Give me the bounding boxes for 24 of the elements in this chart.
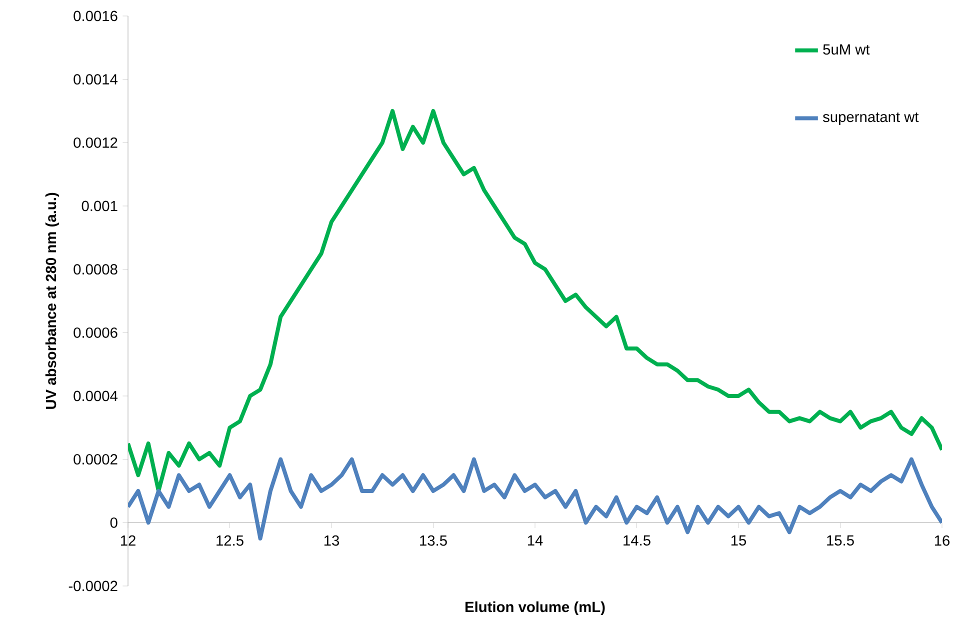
- y-tick-label: 0.0006: [74, 327, 118, 338]
- x-tick-label: 12: [120, 535, 136, 546]
- y-tick-label: 0.0016: [74, 10, 118, 22]
- y-tick-label: 0.0002: [74, 454, 118, 465]
- x-tick-label: 14.5: [624, 535, 650, 546]
- x-tick-label: 13.5: [420, 535, 447, 546]
- x-tick-label: 15: [731, 535, 746, 546]
- line-series: [128, 108, 942, 493]
- y-axis-title: UV absorbance at 280 nm (a.u.): [45, 192, 60, 409]
- y-tick-label: 0.001: [82, 200, 118, 212]
- y-tick-label: 0.0012: [74, 137, 118, 148]
- y-tick-label: -0.0002: [68, 580, 118, 592]
- x-tick-label: 15.5: [827, 535, 854, 546]
- x-tick-label: 12.5: [216, 535, 244, 546]
- legend-label: supernatant wt: [822, 112, 919, 125]
- legend-label: 5uM wt: [823, 44, 870, 55]
- y-tick-label: 0.0004: [74, 390, 118, 402]
- x-tick-label: 16: [934, 535, 950, 546]
- x-tick-label: 14: [528, 535, 543, 546]
- y-tick-label: 0.0014: [74, 74, 118, 85]
- y-tick-label: 0: [110, 517, 118, 528]
- x-axis-title: Elution volume (mL): [466, 601, 605, 616]
- x-tick-label: 13: [324, 535, 340, 546]
- y-tick-label: 0.0008: [74, 264, 118, 275]
